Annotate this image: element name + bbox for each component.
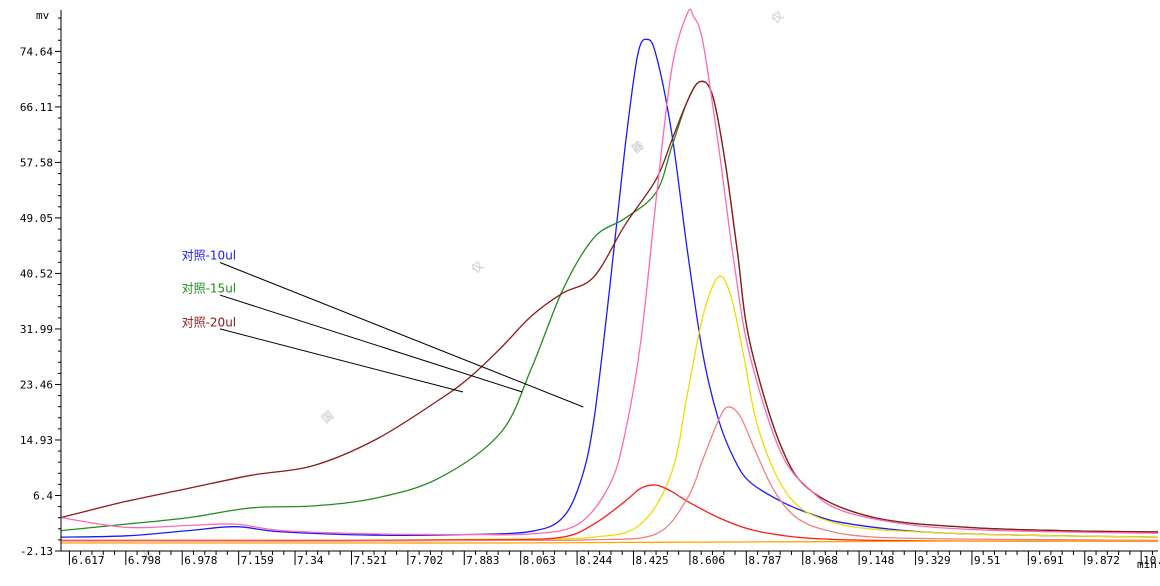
annotation-group: 对照-10ul 对照-15ul 对照-20ul	[182, 248, 584, 408]
x-tick-label: 10.05	[1143, 554, 1160, 567]
y-tick-label: 23.46	[20, 378, 53, 391]
annotation-leader-3	[219, 328, 464, 393]
axes: -2.13 6.4 14.93 23.46 31.99 40.52 49.05 57.58 66…	[20, 9, 1160, 571]
x-tick-label: 8.968	[805, 554, 838, 567]
x-tick-label: 9.51	[974, 554, 1001, 567]
x-tick-label: 9.691	[1030, 554, 1063, 567]
x-tick-label: 6.798	[128, 554, 161, 567]
y-tick-label: 6.4	[33, 489, 53, 502]
y-tick-label: 57.58	[20, 156, 53, 169]
x-tick-label: 7.883	[466, 554, 499, 567]
annotation-label-2: 对照-15ul	[182, 281, 237, 295]
x-tick-label: 8.063	[523, 554, 556, 567]
x-tick-label: 8.425	[635, 554, 668, 567]
x-tick-label: 7.159	[241, 554, 274, 567]
x-tick-label: 9.148	[861, 554, 894, 567]
annotation-label-3: 对照-20ul	[182, 315, 237, 329]
x-tick-label: 6.617	[71, 554, 104, 567]
x-tick-label: 6.978	[184, 554, 217, 567]
x-unit-label: min	[1137, 558, 1157, 571]
annotation-leader-2	[219, 294, 523, 393]
y-tick-label: 31.99	[20, 323, 53, 336]
x-tick-label: 7.702	[410, 554, 443, 567]
annotation-label-1: 对照-10ul	[182, 248, 237, 262]
x-tick-label: 9.872	[1087, 554, 1120, 567]
series-line-4	[61, 8, 1158, 536]
x-tick-label: 9.329	[918, 554, 951, 567]
y-tick-label: 49.05	[20, 212, 53, 225]
y-tick-label: 14.93	[20, 434, 53, 447]
x-tick-label: 8.244	[579, 554, 612, 567]
series-line-1	[61, 38, 1158, 538]
series-group	[61, 8, 1158, 544]
x-tick-label: 7.521	[353, 554, 386, 567]
series-line-8	[61, 539, 1158, 544]
series-line-7	[61, 406, 1158, 542]
y-tick-label: 66.11	[20, 101, 53, 114]
annotation-leader-1	[219, 262, 584, 408]
y-tick-label: -2.13	[20, 545, 53, 558]
x-tick-label: 8.787	[748, 554, 781, 567]
x-tick-label: 7.34	[297, 554, 324, 567]
y-tick-label: 74.64	[20, 45, 53, 58]
x-tick-label: 8.606	[692, 554, 725, 567]
y-unit-label: mv	[36, 9, 50, 22]
y-tick-label: 40.52	[20, 267, 53, 280]
